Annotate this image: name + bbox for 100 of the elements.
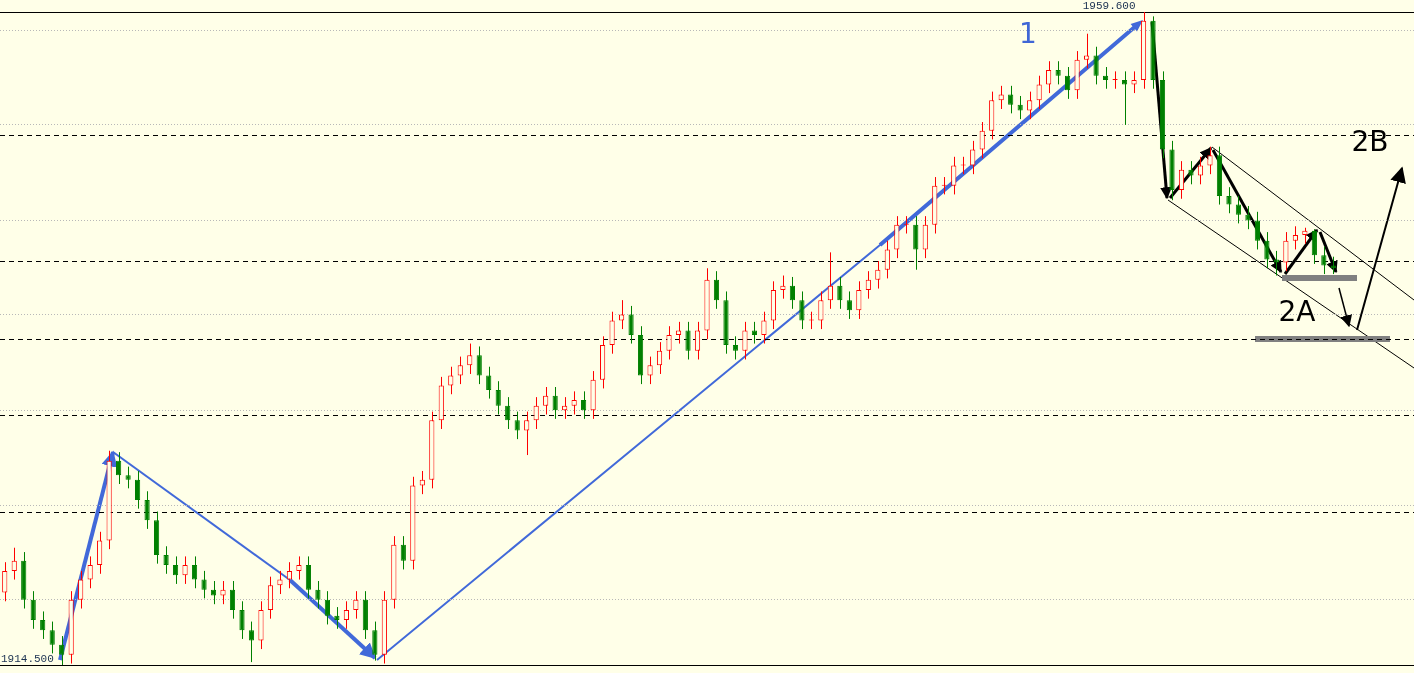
candlestick bbox=[2, 561, 8, 602]
candlestick bbox=[571, 390, 577, 416]
candlestick bbox=[324, 590, 331, 625]
candlestick bbox=[1283, 231, 1289, 272]
candlestick bbox=[837, 276, 843, 310]
candlestick bbox=[1065, 66, 1071, 100]
candlestick bbox=[400, 535, 406, 570]
candlestick bbox=[761, 311, 767, 345]
candlestick bbox=[647, 356, 653, 385]
candlestick bbox=[1008, 85, 1014, 114]
candlestick bbox=[1292, 225, 1298, 250]
candlestick bbox=[343, 600, 349, 630]
candlestick bbox=[609, 311, 615, 355]
candlestick bbox=[49, 621, 55, 654]
candlestick bbox=[533, 396, 539, 430]
candlestick bbox=[581, 390, 587, 420]
candlestick bbox=[875, 260, 881, 290]
candlestick bbox=[248, 621, 255, 663]
candlestick bbox=[334, 606, 340, 630]
candlestick bbox=[172, 555, 179, 585]
candlestick bbox=[1321, 246, 1327, 275]
candlestick bbox=[1245, 205, 1251, 230]
candlestick bbox=[220, 580, 226, 605]
candlestick bbox=[182, 555, 188, 585]
candlestick bbox=[1254, 211, 1261, 250]
candlestick bbox=[1178, 160, 1185, 200]
candlestick bbox=[286, 561, 293, 589]
candlestick bbox=[1226, 186, 1232, 214]
candlestick bbox=[59, 635, 65, 666]
candlestick bbox=[505, 396, 511, 430]
candlestick bbox=[1264, 231, 1270, 269]
candlestick bbox=[315, 580, 321, 610]
candlestick bbox=[694, 321, 701, 360]
candlestick bbox=[78, 570, 84, 610]
candlestick bbox=[277, 570, 283, 595]
candlestick bbox=[457, 356, 463, 385]
candlestick bbox=[856, 280, 862, 320]
candlestick bbox=[125, 466, 131, 489]
candlestick bbox=[552, 386, 558, 420]
candlestick bbox=[163, 545, 169, 575]
candlestick bbox=[1083, 33, 1090, 69]
candlestick bbox=[305, 555, 312, 599]
candlestick bbox=[894, 215, 900, 259]
candlestick bbox=[884, 240, 890, 279]
candlestick bbox=[524, 411, 530, 456]
candlestick bbox=[448, 366, 454, 395]
candlestick bbox=[713, 270, 720, 310]
annotation: 1 bbox=[1019, 17, 1037, 51]
candlestick bbox=[372, 621, 378, 662]
candlestick bbox=[267, 576, 274, 620]
candlestick bbox=[495, 380, 501, 416]
candlestick bbox=[685, 321, 691, 360]
candlestick bbox=[666, 325, 672, 360]
candlestick bbox=[742, 321, 748, 360]
candlestick bbox=[30, 590, 36, 630]
candlestick bbox=[11, 547, 17, 581]
candlestick bbox=[951, 156, 957, 195]
candlestick bbox=[229, 580, 236, 620]
candlestick bbox=[1055, 60, 1061, 85]
annotation: 2B bbox=[1351, 125, 1389, 159]
candlestick bbox=[514, 411, 520, 440]
candlestick bbox=[818, 290, 824, 330]
candlestick bbox=[780, 275, 786, 300]
candlestick bbox=[1207, 146, 1213, 175]
candlestick bbox=[87, 555, 93, 589]
candlestick bbox=[1131, 70, 1137, 94]
ref-line-label: 1914.500 bbox=[1, 652, 54, 665]
candlestick bbox=[979, 121, 985, 159]
candlestick bbox=[476, 345, 482, 385]
ref-line-label: 1959.600 bbox=[1082, 0, 1136, 12]
candlestick bbox=[201, 570, 207, 599]
candlestick bbox=[296, 555, 302, 581]
candlestick bbox=[846, 290, 852, 320]
candlestick bbox=[116, 451, 122, 485]
candlestick bbox=[543, 386, 549, 416]
annotation: 2A bbox=[1278, 295, 1316, 329]
candlestick bbox=[40, 610, 46, 640]
candlestick bbox=[97, 531, 103, 575]
candlestick bbox=[467, 343, 473, 375]
candlestick bbox=[1235, 195, 1242, 224]
candlestick bbox=[799, 290, 805, 330]
candlestick bbox=[1046, 60, 1052, 94]
candlestick bbox=[827, 251, 833, 310]
candlestick bbox=[913, 215, 919, 271]
candlestick bbox=[1036, 75, 1042, 110]
candlestick bbox=[1093, 46, 1099, 85]
candlestick bbox=[656, 341, 663, 375]
candlestick bbox=[1027, 91, 1033, 120]
candlestick bbox=[865, 270, 871, 300]
candlestick bbox=[144, 490, 150, 530]
candlestick bbox=[210, 580, 217, 605]
candlestick bbox=[1197, 156, 1204, 185]
candlestick bbox=[191, 555, 198, 589]
candlestick bbox=[353, 590, 359, 620]
candlestick bbox=[239, 600, 245, 640]
candlestick bbox=[1311, 228, 1317, 265]
candlestick bbox=[486, 366, 492, 400]
candlestick bbox=[628, 305, 634, 345]
candlestick bbox=[1188, 160, 1194, 185]
candlestick bbox=[922, 215, 928, 259]
